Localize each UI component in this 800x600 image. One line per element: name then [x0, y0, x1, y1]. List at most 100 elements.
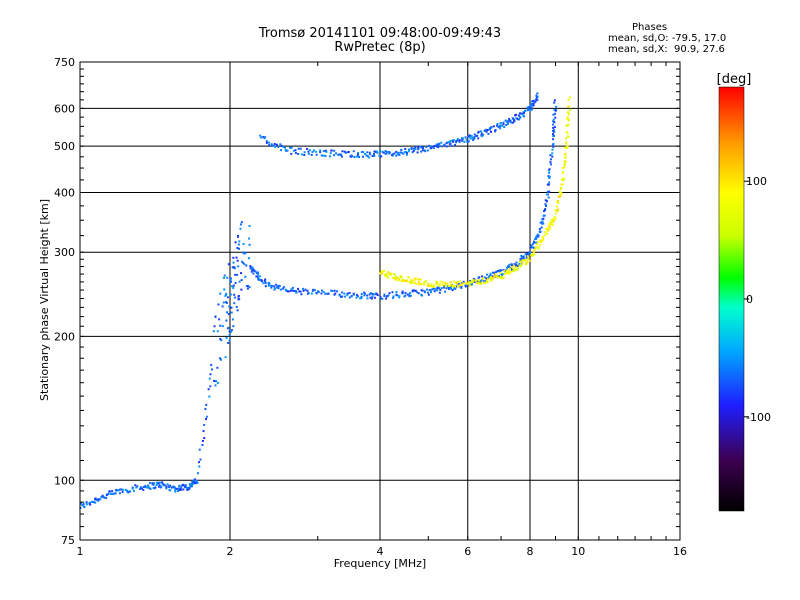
data-point [387, 276, 390, 279]
data-point [413, 281, 416, 284]
data-point [552, 129, 555, 132]
data-point [421, 289, 424, 292]
data-point [336, 290, 339, 293]
data-point [402, 152, 405, 155]
data-point [366, 297, 369, 300]
data-point [338, 153, 341, 156]
data-point [566, 116, 569, 119]
data-point [499, 122, 502, 125]
data-point [449, 142, 452, 145]
data-point [202, 439, 205, 442]
data-point [427, 282, 430, 285]
data-point [540, 226, 543, 229]
data-point [421, 149, 424, 152]
data-point [357, 152, 360, 155]
data-point [400, 276, 403, 279]
data-point [343, 150, 346, 153]
y-tick-label: 600 [54, 102, 75, 115]
data-point [236, 246, 239, 249]
data-point [208, 377, 211, 380]
data-point [523, 259, 526, 262]
data-point [395, 150, 398, 153]
data-point [464, 136, 467, 139]
data-point [335, 152, 338, 155]
data-point [533, 253, 536, 256]
data-point [385, 150, 388, 153]
data-point [368, 151, 371, 154]
data-point [403, 151, 406, 154]
data-point [510, 270, 513, 273]
data-point [406, 279, 409, 282]
data-point [204, 418, 207, 421]
data-point [552, 135, 555, 138]
data-point [207, 388, 210, 391]
data-point [518, 115, 521, 118]
y-tick-label: 400 [54, 186, 75, 199]
data-point [549, 161, 552, 164]
data-point [161, 482, 164, 485]
data-point [566, 117, 569, 120]
data-point [97, 499, 100, 502]
data-point [131, 486, 134, 489]
data-point [456, 139, 459, 142]
data-point [550, 223, 553, 226]
data-point [458, 284, 461, 287]
grid [80, 62, 680, 540]
data-point [226, 327, 229, 330]
data-point [487, 132, 490, 135]
data-point [440, 287, 443, 290]
data-point [561, 167, 564, 170]
data-point [412, 147, 415, 150]
data-point [362, 155, 365, 158]
y-tick-label: 750 [54, 56, 75, 69]
data-point [188, 488, 191, 491]
data-point [189, 484, 192, 487]
data-point [294, 289, 297, 292]
data-point [133, 489, 136, 492]
data-point [445, 145, 448, 148]
data-point [82, 503, 85, 506]
data-point [553, 121, 556, 124]
data-point [388, 292, 391, 295]
data-point [285, 289, 288, 292]
data-point [458, 139, 461, 142]
tick-labels: 1 2 4 6 8 10 16 75 100 200 300 400 500 600 750 [54, 56, 687, 558]
data-point [352, 293, 355, 296]
data-point [472, 277, 475, 280]
data-point [259, 278, 262, 281]
data-point [355, 296, 358, 299]
data-point [448, 287, 451, 290]
data-point [315, 150, 318, 153]
data-point [496, 270, 499, 273]
data-point [214, 315, 217, 318]
data-point [265, 140, 268, 143]
data-point [299, 147, 302, 150]
data-point [107, 493, 110, 496]
data-point [553, 126, 556, 129]
data-point [521, 112, 524, 115]
tick-marks [79, 61, 681, 540]
data-point [547, 175, 550, 178]
data-point [325, 292, 328, 295]
data-point [218, 318, 221, 321]
data-point [555, 105, 558, 108]
data-point [117, 489, 120, 492]
data-point [322, 150, 325, 153]
data-point [391, 291, 394, 294]
data-point [88, 501, 91, 504]
data-point [214, 384, 217, 387]
data-point [249, 265, 252, 268]
data-point [555, 209, 558, 212]
data-point [235, 305, 238, 308]
data-point [477, 130, 480, 133]
data-point [100, 496, 103, 499]
data-point [324, 292, 327, 295]
data-point [438, 142, 441, 145]
data-point [490, 279, 493, 282]
data-point [451, 284, 454, 287]
data-point [400, 279, 403, 282]
data-point [536, 95, 539, 98]
data-point [380, 297, 383, 300]
data-point [219, 324, 222, 327]
data-point [222, 276, 225, 279]
